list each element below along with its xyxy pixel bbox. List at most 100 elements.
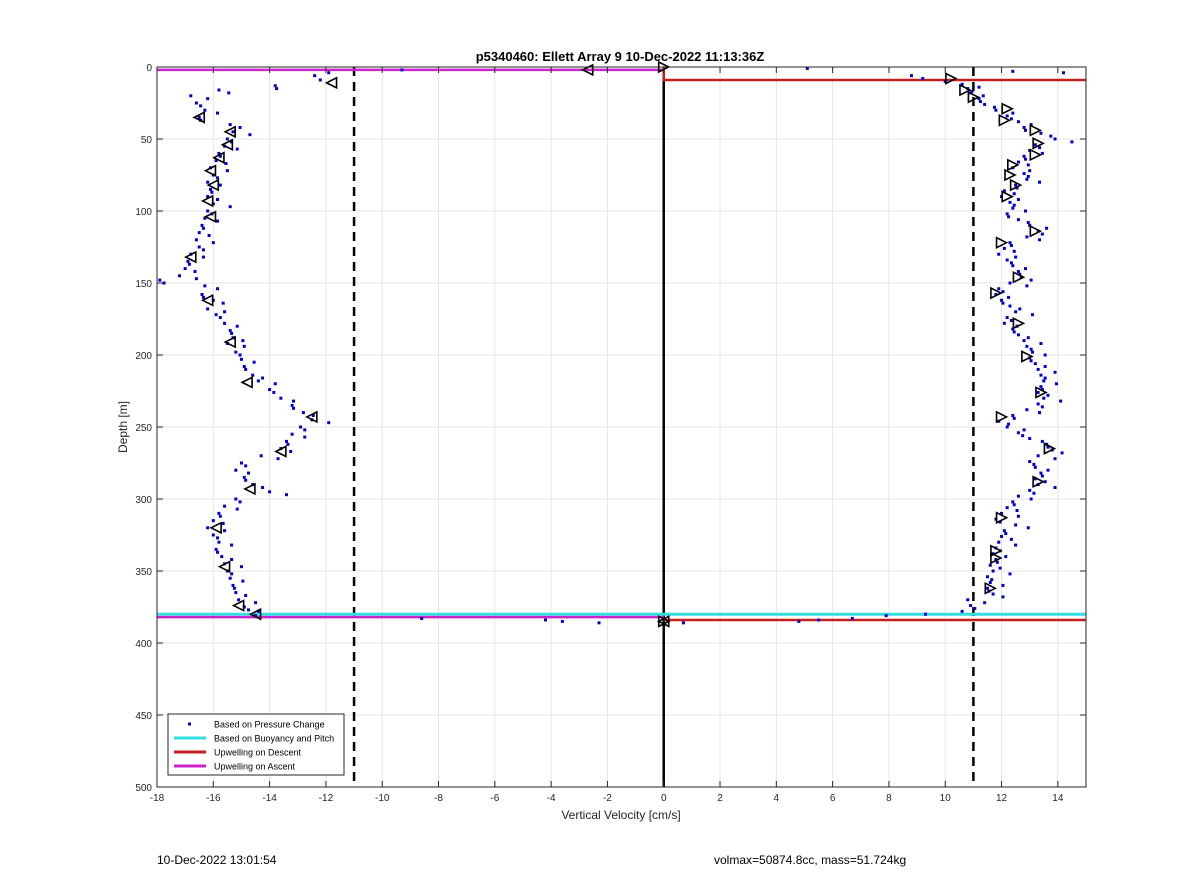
triangle-marker [1029,148,1043,162]
data-point [1022,172,1026,176]
data-point [1001,301,1005,305]
data-point [1007,215,1011,219]
legend: Based on Pressure Change Based on Buoyanc… [167,713,345,776]
data-point [1031,350,1035,354]
triangle-marker [200,194,214,208]
data-point [1053,370,1057,374]
data-point [194,277,198,281]
data-point [969,604,973,608]
data-point [189,94,193,98]
y-tick-label: 150 [135,279,152,290]
data-point [252,360,256,364]
data-point [1036,390,1040,394]
triangle-marker [990,544,1003,558]
x-axis-label: Vertical Velocity [cm/s] [561,808,680,822]
data-point [1008,572,1012,576]
data-point [805,66,809,70]
data-point [234,497,238,501]
triangle-marker [203,210,217,224]
data-point [1026,526,1030,530]
triangle-marker [1012,317,1026,330]
triangle-marker [240,376,253,389]
data-point [1009,318,1013,322]
data-point [211,241,215,245]
y-tick-label: 350 [135,567,152,578]
data-point [231,130,235,134]
data-point [208,187,212,191]
data-point [256,609,260,613]
data-point [234,591,238,595]
data-point [206,526,210,530]
triangle-marker [183,250,197,264]
data-point [207,233,211,237]
data-point [1014,183,1018,187]
triangle-marker [1032,475,1045,489]
data-point [1026,163,1030,167]
data-point [1028,488,1032,492]
data-point [1004,532,1008,536]
data-point [994,293,998,297]
data-point [242,344,246,348]
data-point [1022,339,1026,343]
triangle-marker [243,482,256,496]
data-point [1029,278,1033,282]
data-point [327,71,331,75]
data-point [1022,125,1026,129]
data-point [1040,151,1044,155]
data-point [246,471,250,475]
data-point [194,238,198,242]
triangle-marker [305,410,318,424]
y-tick-label: 250 [135,423,152,434]
triangle-marker [990,286,1003,300]
triangle-marker [209,521,222,535]
data-point [884,614,888,618]
data-point [1036,402,1040,406]
grid [156,66,1086,788]
data-point [162,281,166,285]
data-point [966,598,970,602]
axis-ticks: -18 -16 -14 -12 -10 -8 -6 -4 -2 0 2 4 6 8 10 12 14 0 50 100… [135,63,1086,804]
triangle-marker [1009,178,1023,192]
y-tick-label: 500 [135,783,152,794]
data-point [850,617,854,621]
triangle-marker [998,113,1012,127]
data-point [1022,428,1026,432]
data-point [1007,422,1011,426]
data-point [1000,511,1004,515]
triangle-marker [1001,102,1014,116]
x-tick-label: 12 [996,793,1008,804]
x-tick-label: -6 [490,793,499,804]
triangle-marker [1032,137,1045,150]
data-point [1045,226,1049,230]
triangle-marker [1029,224,1043,238]
data-point [228,329,232,333]
data-point [261,376,265,380]
data-point [1038,146,1042,150]
data-point [218,154,222,158]
data-point [230,572,234,576]
data-point [206,180,210,184]
data-point [1016,218,1020,222]
pressure-points [158,66,1074,625]
data-point [284,439,288,443]
data-point [1038,238,1042,242]
triangle-marker [1021,350,1034,363]
data-point [1002,246,1006,250]
data-point [1000,298,1004,302]
triangle-marker [206,178,220,192]
data-point [289,449,293,453]
data-point [1016,120,1020,124]
data-point [1005,258,1009,262]
x-tick-label: 8 [886,793,892,804]
x-tick-label: 2 [717,793,723,804]
data-point [254,601,258,605]
data-point [1025,177,1029,181]
data-point [232,586,236,590]
data-point [206,307,210,311]
data-point [997,252,1001,256]
legend-label: Upwelling on Descent [214,748,302,758]
data-point [1025,284,1029,288]
data-point [1011,413,1015,417]
data-point [244,464,248,468]
data-point [200,223,204,227]
